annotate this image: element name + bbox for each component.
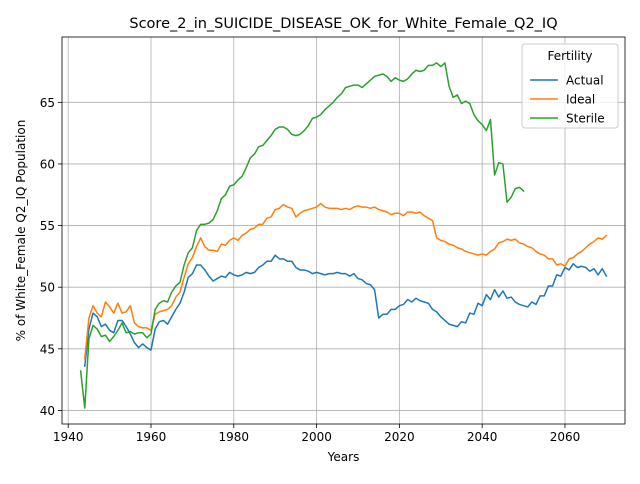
series-line-sterile (79, 62, 525, 409)
x-tick-label: 2020 (384, 430, 415, 444)
tick-layer: 1940 1960 1980 2000 2020 2040 2060 40 45 50 55 60 65 (40, 96, 581, 444)
series-line-actual (83, 254, 608, 367)
x-tick-label: 1980 (219, 430, 250, 444)
y-tick-label: 40 (40, 404, 55, 418)
legend-entries: Actual Ideal Sterile (530, 74, 605, 126)
x-tick-label: 1960 (136, 430, 167, 444)
y-tick-label: 65 (40, 96, 55, 110)
legend-box (521, 43, 619, 129)
legend-label-actual: Actual (566, 74, 604, 88)
x-axis-label: Years (327, 450, 360, 464)
y-tick-label: 60 (40, 157, 55, 171)
x-tick-label: 2040 (467, 430, 498, 444)
series-layer (79, 62, 608, 409)
y-tick-label: 50 (40, 281, 55, 295)
y-tick-label: 45 (40, 342, 55, 356)
y-axis-label: % of White_Female Q2_IQ Population (14, 120, 28, 342)
legend-title: Fertility (547, 49, 592, 63)
plot-frame (61, 36, 626, 425)
x-tick-label: 1940 (53, 430, 84, 444)
series-line-ideal (83, 202, 608, 360)
x-tick-label: 2000 (301, 430, 332, 444)
legend-label-ideal: Ideal (566, 93, 595, 107)
legend: Fertility Actual Ideal Sterile (521, 43, 619, 129)
legend-label-sterile: Sterile (566, 112, 605, 126)
grid-layer (62, 37, 625, 424)
y-tick-label: 55 (40, 219, 55, 233)
x-tick-label: 2060 (550, 430, 581, 444)
chart-title: Score_2_in_SUICIDE_DISEASE_OK_for_White_… (129, 16, 557, 32)
